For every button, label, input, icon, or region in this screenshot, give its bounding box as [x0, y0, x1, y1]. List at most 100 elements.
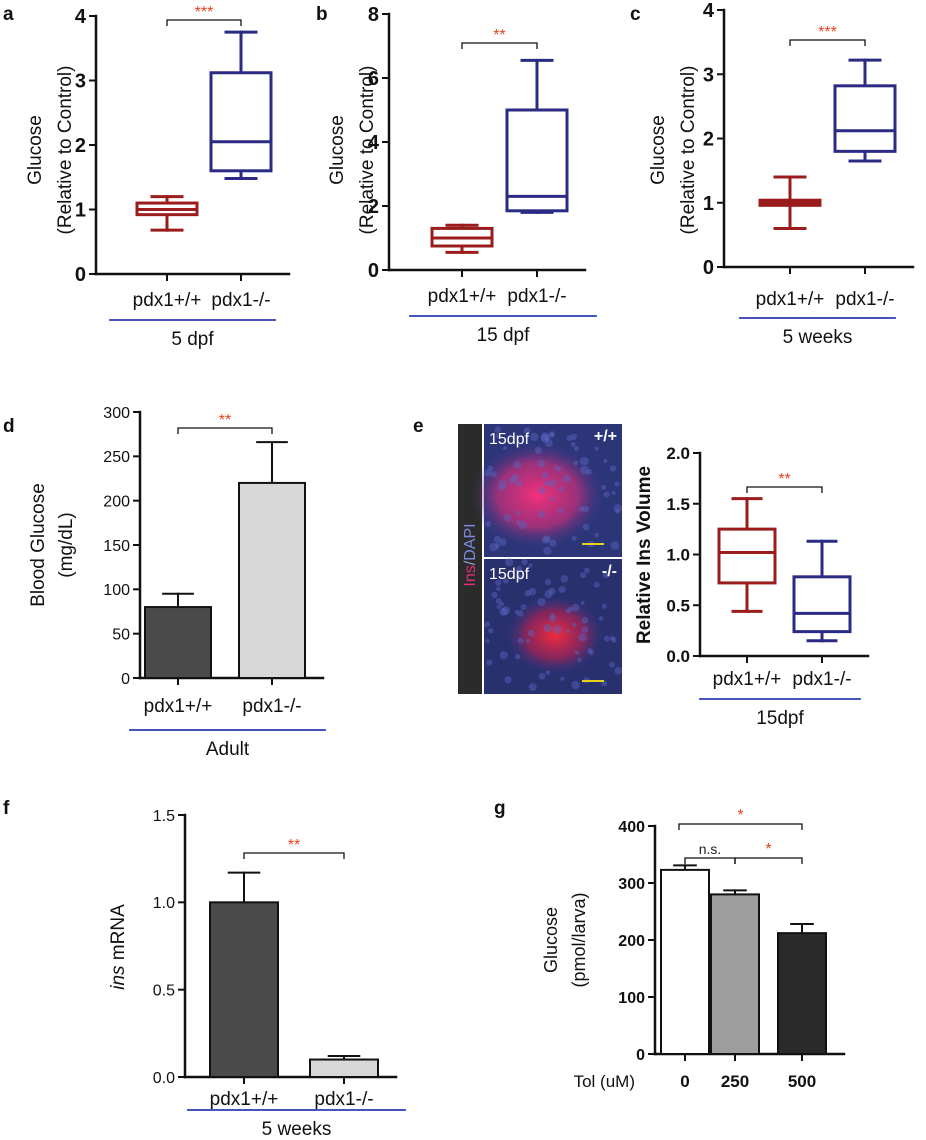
nucleus-dot	[603, 635, 610, 642]
nucleus-dot	[554, 465, 559, 470]
nucleus-dot	[611, 490, 616, 495]
nucleus-dot	[575, 650, 579, 655]
y-label: ins mRNA	[108, 904, 129, 990]
y-tick-label: 4	[368, 132, 380, 154]
nucleus-dot	[603, 458, 608, 463]
box-0	[758, 175, 822, 230]
nucleus-dot	[558, 586, 566, 594]
y-tick-label: 300	[103, 405, 130, 422]
nucleus-dot	[518, 521, 527, 530]
ins-signal-bottom	[493, 580, 617, 680]
nucleus-dot	[496, 604, 501, 610]
nucleus-dot	[593, 581, 600, 588]
nucleus-dot	[611, 637, 617, 643]
micrograph-bottom_stage: 15dpf	[489, 566, 530, 583]
nucleus-dot	[544, 590, 553, 599]
category-label: pdx1+/+	[144, 696, 213, 717]
y-tick-label: 3	[703, 64, 714, 86]
nucleus-dot	[494, 426, 502, 434]
nucleus-dot	[528, 587, 537, 596]
group-label: Adult	[206, 739, 250, 760]
y-tick-label: 6	[368, 68, 379, 90]
y-tick-label: 1	[75, 200, 86, 222]
nucleus-dot	[490, 471, 497, 478]
nucleus-dot	[570, 433, 577, 440]
y-tick-label: 8	[368, 4, 379, 26]
significance-label: ***	[195, 4, 214, 21]
stain-stain_ins: Ins	[462, 565, 479, 586]
y-tick-label: 100	[618, 990, 645, 1007]
nucleus-dot	[504, 676, 512, 684]
nucleus-dot	[571, 603, 580, 612]
y-label-italic: ins	[108, 965, 129, 990]
nucleus-dot	[573, 446, 579, 452]
nucleus-dot	[570, 441, 576, 447]
nucleus-dot	[601, 484, 607, 490]
panel-letter: c	[630, 4, 641, 25]
stain-label: Ins/DAPI	[462, 523, 479, 586]
nucleus-dot	[516, 610, 524, 617]
nucleus-dot	[491, 591, 498, 599]
nucleus-dot	[517, 637, 524, 644]
box-1	[505, 58, 569, 214]
significance-label: **	[493, 27, 505, 44]
nucleus-dot	[544, 439, 553, 447]
panel-letter: f	[3, 798, 10, 819]
category-label: pdx1+/+	[210, 1089, 279, 1110]
nucleus-dot	[494, 543, 501, 549]
nucleus-dot	[537, 459, 546, 468]
nucleus-dot	[566, 629, 571, 634]
nucleus-dot	[581, 617, 589, 624]
nucleus-dot	[603, 491, 610, 498]
y-tick-label: 400	[618, 819, 645, 836]
nucleus-dot	[540, 432, 550, 442]
nucleus-dot	[565, 609, 570, 614]
nucleus-dot	[515, 480, 523, 488]
y-tick-label: 0	[121, 671, 130, 688]
nucleus-dot	[496, 586, 501, 592]
nucleus-dot	[578, 506, 585, 512]
category-label: pdx1-/-	[835, 289, 894, 310]
y-tick-label: 200	[618, 933, 645, 950]
nucleus-dot	[498, 479, 508, 489]
nucleus-dot	[525, 638, 531, 643]
nucleus-dot	[520, 604, 527, 610]
box-0	[717, 497, 777, 613]
panel-c: c 0 1 2 3 4 pdx1+/+ pdx1-/- 5 weeks Glucose (Relat…	[630, 0, 915, 348]
category-label: pdx1-/-	[242, 696, 301, 717]
nucleus-dot	[523, 427, 531, 435]
nucleus-dot	[601, 603, 607, 609]
nucleus-dot	[552, 625, 562, 634]
nucleus-dot	[499, 607, 508, 617]
nucleus-dot	[513, 460, 522, 469]
y-tick-label: 1.0	[153, 895, 175, 912]
category-label: pdx1+/+	[713, 669, 782, 690]
category-label: 500	[788, 1072, 816, 1091]
nucleus-dot	[545, 670, 551, 676]
x-title: Tol (uM)	[574, 1072, 635, 1091]
nucleus-dot	[488, 628, 494, 634]
y-label: Glucose	[648, 115, 669, 185]
comparison-label: *	[765, 841, 771, 858]
nucleus-dot	[582, 505, 590, 513]
panel-f: f 0.0 0.5 1.0 1.5 pdx1+/+ pdx1-/- 5 weeks ins mR…	[3, 798, 406, 1140]
nucleus-dot	[560, 575, 569, 583]
nucleus-dot	[541, 472, 549, 479]
nucleus-dot	[516, 565, 523, 572]
y-tick-label: 250	[103, 449, 130, 466]
nucleus-dot	[508, 477, 516, 485]
nucleus-dot	[499, 601, 505, 607]
significance-label: **	[288, 837, 300, 854]
nucleus-dot	[580, 600, 585, 606]
nucleus-dot	[544, 436, 549, 441]
box-body	[717, 527, 777, 585]
y-tick-label: 1	[703, 193, 714, 215]
comparison-label: n.s.	[699, 841, 722, 857]
category-label: 250	[721, 1072, 749, 1091]
y-tick-label: 2.0	[666, 444, 690, 463]
category-label: pdx1-/-	[314, 1089, 373, 1110]
significance-bracket	[461, 42, 538, 49]
nucleus-dot	[493, 536, 501, 543]
bar	[710, 893, 760, 1056]
y-tick-label: 2	[368, 196, 379, 218]
